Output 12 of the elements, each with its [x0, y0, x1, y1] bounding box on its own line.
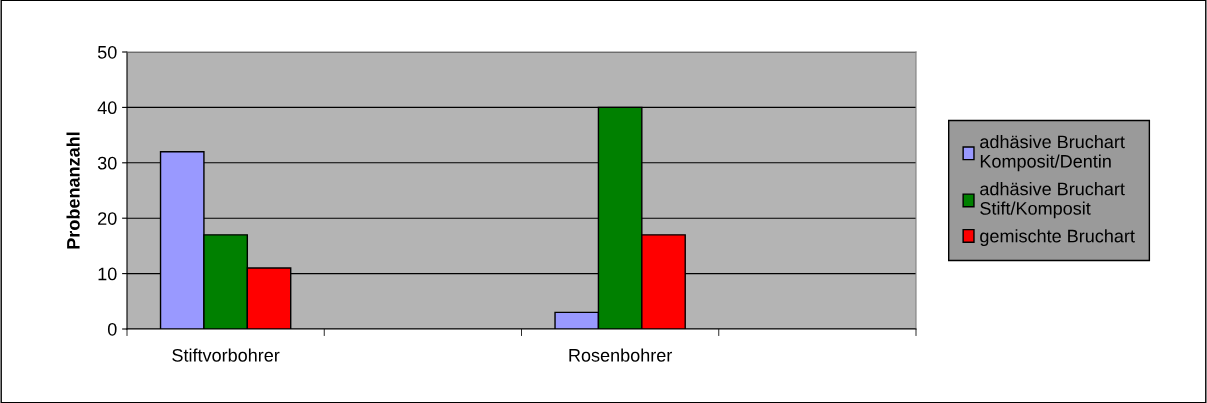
y-tick-label: 10 — [98, 267, 117, 281]
y-tick-label: 20 — [98, 212, 117, 225]
y-tick-label: 0 — [107, 322, 117, 336]
y-tick-label: 40 — [97, 101, 117, 115]
y-axis-title: Probenanzahl — [66, 132, 80, 249]
x-tick-label: Rosenbohrer — [569, 348, 673, 362]
x-tick-label: Stiftvorbohrer — [172, 348, 280, 362]
y-tick-label: 50 — [97, 45, 117, 59]
legend-label: adhäsive Bruchart Stift/Komposit — [980, 182, 1125, 219]
legend-label: adhäsive Bruchart Komposit/Dentin — [980, 134, 1125, 172]
legend-label: gemischte Bruchart — [980, 229, 1135, 247]
y-tick-label: 30 — [97, 156, 117, 170]
